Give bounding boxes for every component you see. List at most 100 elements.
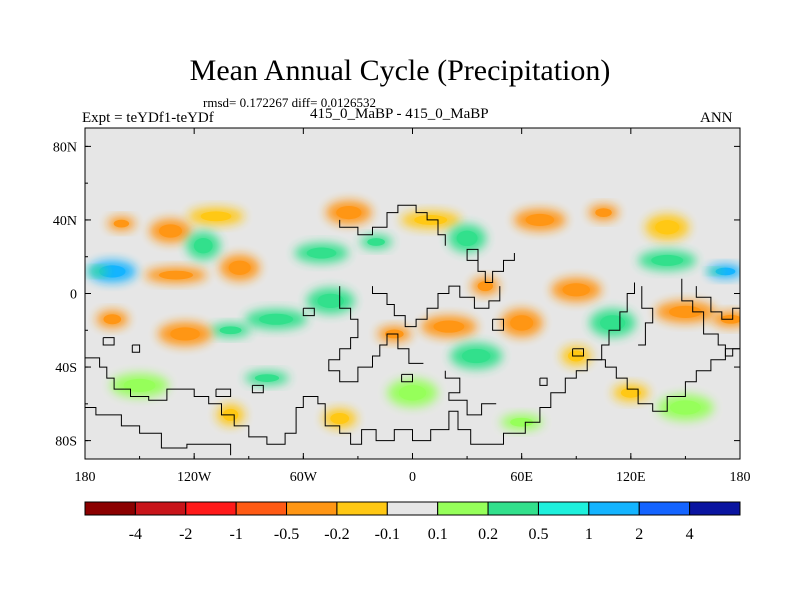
coastline-segment: [102, 337, 115, 346]
colorbar-label: -0.5: [274, 526, 299, 543]
field-anomaly: [325, 200, 372, 225]
field-anomaly: [158, 321, 213, 346]
colorbar-label: 0.2: [478, 526, 498, 543]
x-tick-label: 0: [409, 470, 416, 485]
field-anomaly: [500, 414, 543, 431]
colorbar-swatch: [134, 501, 187, 516]
colorbar-label: -1: [229, 526, 242, 543]
colorbar-label: 4: [686, 526, 694, 543]
coastline-segment: [466, 248, 515, 283]
season-label: ANN: [700, 110, 733, 126]
colorbar-swatch: [437, 501, 489, 516]
coastline-segment: [401, 373, 413, 383]
colorbar-swatch: [689, 501, 741, 516]
coastline-segment: [85, 348, 740, 445]
chart-title: Mean Annual Cycle (Precipitation): [189, 54, 611, 87]
x-tick-label: 180: [730, 470, 751, 485]
field-anomaly: [306, 287, 355, 314]
coastline-segment: [251, 384, 264, 394]
coastline-segment: [539, 377, 548, 386]
coastline-segment: [328, 286, 424, 383]
colorbar-swatch: [235, 501, 288, 516]
colorbar-swatch: [336, 501, 388, 516]
field-anomaly: [360, 235, 393, 250]
coastline-segment: [85, 407, 232, 456]
field-anomaly: [448, 224, 487, 253]
experiment-label: Expt = teYDf1-teYDf: [82, 110, 214, 126]
field-anomaly: [588, 204, 619, 221]
coastline-segment: [372, 285, 501, 328]
field-anomaly: [96, 310, 129, 329]
colorbar-swatch: [638, 501, 691, 516]
colorbar-swatch: [286, 501, 338, 516]
colorbar-swatch: [537, 501, 590, 516]
colorbar: -4 -2 -1 -0.5 -0.2 -0.1 0.1 0.2 0.5 1 2 4: [84, 501, 741, 543]
stats-line: rmsd= 0.172267 diff= 0.0126532: [203, 95, 376, 110]
colorbar-label: 1: [585, 526, 593, 543]
field-anomaly: [244, 371, 289, 386]
field-anomaly: [420, 315, 477, 338]
colorbar-label: -4: [129, 526, 142, 543]
coastline-segment: [638, 286, 654, 346]
field-anomaly: [110, 373, 169, 398]
coastline-segment: [339, 204, 446, 246]
coastline-segment: [587, 282, 635, 361]
field-anomaly: [144, 267, 207, 284]
field-anomaly: [188, 207, 244, 226]
field-anomaly: [322, 408, 357, 429]
y-tick-label: 40S: [55, 361, 77, 376]
field-anomaly: [245, 309, 308, 330]
field-anomaly: [707, 264, 740, 279]
case-label: 415_0_MaBP - 415_0_MaBP: [310, 106, 489, 122]
field-anomaly: [612, 383, 649, 402]
colorbar-label: 0.5: [528, 526, 548, 543]
colorbar-swatch: [386, 501, 439, 516]
field-anomaly: [149, 218, 192, 243]
coastline-segment: [695, 286, 740, 320]
x-tick-label: 60W: [290, 470, 318, 485]
coastline-segment: [302, 307, 315, 317]
colorbar-swatch: [185, 501, 237, 516]
field-anomaly: [589, 308, 636, 337]
field-anomaly: [655, 300, 716, 323]
coastlines: [85, 204, 740, 456]
field-anomaly: [500, 308, 543, 337]
colorbar-label: -0.2: [324, 526, 349, 543]
colorbar-label: 2: [635, 526, 643, 543]
field-anomaly: [387, 378, 438, 407]
colorbar-swatch: [84, 501, 136, 516]
x-tick-label: 180: [75, 470, 96, 485]
colorbar-label: -2: [179, 526, 192, 543]
field-anomaly: [645, 214, 690, 241]
colorbar-label: 0.1: [428, 526, 448, 543]
x-tick-label: 60E: [510, 470, 533, 485]
field-anomaly: [186, 231, 221, 260]
y-tick-label: 80S: [55, 435, 77, 450]
coastline-segment: [215, 388, 232, 397]
coastline-segment: [444, 370, 497, 416]
field-anomaly: [513, 208, 566, 231]
y-tick-label: 0: [70, 288, 77, 303]
field-anomaly: [450, 343, 503, 370]
y-tick-label: 40N: [53, 214, 77, 229]
field-anomaly: [657, 394, 714, 421]
field-anomaly: [294, 243, 349, 264]
coastline-segment: [572, 348, 584, 357]
y-tick-label: 80N: [53, 140, 77, 155]
field-anomaly: [551, 277, 602, 302]
colorbar-swatch: [487, 501, 539, 516]
field-anomaly: [107, 216, 136, 231]
axis-ticks: 180 120W 60W 0 60E 120E 180 80N 40N 0 40S 80S: [53, 128, 751, 485]
coastline-segment: [131, 344, 141, 353]
field-anomaly: [638, 250, 697, 271]
x-tick-label: 120W: [177, 470, 212, 485]
colorbar-swatch: [588, 501, 640, 516]
field-anomaly: [219, 254, 260, 281]
x-tick-label: 120E: [616, 470, 646, 485]
colorbar-label: -0.1: [375, 526, 400, 543]
coastline-segment: [492, 318, 504, 331]
coastline-segment: [681, 278, 740, 357]
field-anomaly: [88, 260, 137, 283]
field-anomaly: [210, 323, 251, 338]
